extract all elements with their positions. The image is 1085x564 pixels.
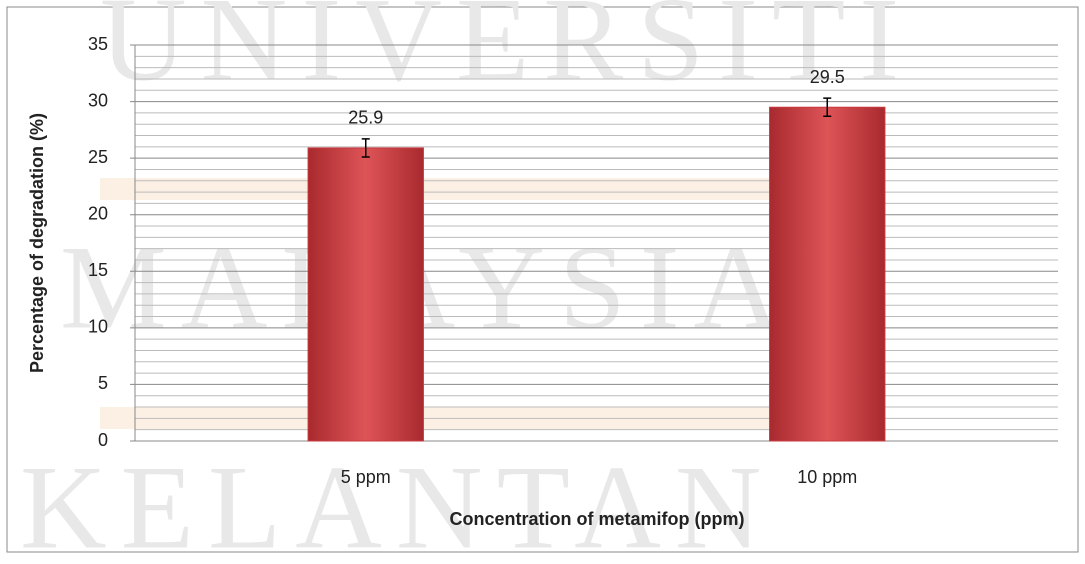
watermark: KELANTAN (20, 441, 776, 559)
y-axis-title: Percentage of degradation (%) (27, 113, 47, 373)
y-tick-label: 25 (88, 147, 108, 167)
y-tick-label: 0 (98, 430, 108, 450)
watermark: MALAYSIA (60, 221, 794, 354)
x-tick-label: 10 ppm (797, 467, 857, 487)
x-axis-title: Concentration of metamifop (ppm) (450, 509, 745, 529)
y-tick-label: 35 (88, 34, 108, 54)
chart-border (6, 6, 1079, 553)
y-tick-label: 10 (88, 317, 108, 337)
y-tick-label: 30 (88, 90, 108, 110)
watermark-band (100, 178, 830, 200)
data-label: 25.9 (348, 108, 383, 128)
y-tick-label: 5 (98, 373, 108, 393)
error-bar (361, 138, 370, 158)
watermark: UNIVERSITI (100, 0, 913, 106)
bar (769, 106, 886, 442)
x-tick-label: 5 ppm (341, 467, 391, 487)
y-tick-label: 15 (88, 260, 108, 280)
bar (307, 147, 424, 442)
y-tick-label: 20 (88, 203, 108, 223)
data-label: 29.5 (810, 67, 845, 87)
error-bar (823, 97, 832, 118)
